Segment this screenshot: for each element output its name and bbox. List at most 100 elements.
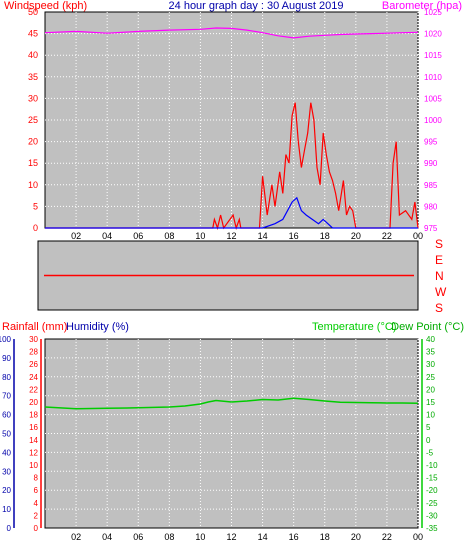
barometer-tick-label: 1025 xyxy=(424,8,442,17)
temperature-tick-label: 25 xyxy=(426,373,435,382)
wind-time-tick-label: 04 xyxy=(102,231,112,241)
rainfall-tick-label: 26 xyxy=(29,360,38,369)
climate-time-tick-label: 12 xyxy=(226,532,236,542)
humidity-tick-label: 70 xyxy=(2,392,11,401)
temperature-tick-label: -10 xyxy=(426,461,438,470)
climate-plot-grid xyxy=(45,339,419,528)
dir-label-e: E xyxy=(435,253,443,267)
rainfall-tick-label: 16 xyxy=(29,423,38,432)
barometer-tick-label: 975 xyxy=(424,224,438,233)
windspeed-tick-label: 35 xyxy=(28,72,38,82)
temperature-axis-label: Temperature (°C) xyxy=(312,321,396,333)
climate-time-tick-label: 18 xyxy=(320,532,330,542)
wind-time-tick-label: 02 xyxy=(71,231,81,241)
rainfall-tick-label: 12 xyxy=(29,448,38,457)
dir-label-w: W xyxy=(435,285,447,299)
rainfall-tick-label: 2 xyxy=(34,511,39,520)
temperature-tick-label: 35 xyxy=(426,348,435,357)
climate-time-tick-label: 04 xyxy=(102,532,112,542)
wind-time-tick-label: 22 xyxy=(382,231,392,241)
humidity-axis-label: Humidity (%) xyxy=(66,321,129,333)
windspeed-tick-label: 20 xyxy=(28,137,38,147)
barometer-line xyxy=(44,27,419,39)
windspeed-ticks: 0 5 10 15 20 25 30 35 40 45 50 xyxy=(28,7,38,233)
humidity-tick-label: 100 xyxy=(0,335,12,344)
wind-plot-grid xyxy=(45,12,419,228)
temperature-line xyxy=(44,397,419,410)
windspeed-tick-label: 5 xyxy=(33,201,38,211)
windspeed-tick-label: 40 xyxy=(28,50,38,60)
temperature-tick-label: -15 xyxy=(426,474,438,483)
rainfall-tick-label: 20 xyxy=(29,398,38,407)
temperature-ticks: -35 -30 -25 -20 -15 -10 -5 0 5 10 15 20 25 30 35 40 xyxy=(426,335,438,533)
rainfall-tick-label: 4 xyxy=(34,499,39,508)
dir-label-s-bottom: S xyxy=(435,301,443,315)
rainfall-tick-label: 8 xyxy=(34,474,39,483)
windspeed-tick-label: 45 xyxy=(28,29,38,39)
temperature-tick-label: 5 xyxy=(426,423,431,432)
wind-time-tick-label: 14 xyxy=(258,231,268,241)
rainfall-tick-label: 18 xyxy=(29,411,38,420)
rainfall-tick-label: 10 xyxy=(29,461,38,470)
windspeed-tick-label: 10 xyxy=(28,180,38,190)
wind-time-tick-label: 12 xyxy=(226,231,236,241)
temperature-tick-label: 10 xyxy=(426,411,435,420)
climate-time-tick-label: 22 xyxy=(382,532,392,542)
climate-time-tick-label: 06 xyxy=(133,532,143,542)
dewpoint-axis-label: Dew Point (°C) xyxy=(391,321,464,333)
temperature-tick-label: 40 xyxy=(426,335,435,344)
wind-time-tick-label: 16 xyxy=(289,231,299,241)
climate-time-tick-label: 14 xyxy=(258,532,268,542)
temperature-tick-label: 15 xyxy=(426,398,435,407)
climate-time-tick-label: 16 xyxy=(289,532,299,542)
barometer-tick-label: 1010 xyxy=(424,73,442,82)
climate-time-ticks: 02 04 06 08 10 12 14 16 18 20 22 00 xyxy=(71,532,423,542)
windspeed-tick-label: 30 xyxy=(28,93,38,103)
rainfall-tick-label: 0 xyxy=(34,524,39,533)
temperature-tick-label: -30 xyxy=(426,511,438,520)
barometer-tick-label: 1015 xyxy=(424,51,442,60)
humidity-tick-label: 50 xyxy=(2,430,11,439)
temperature-tick-label: -35 xyxy=(426,524,438,533)
barometer-tick-label: 990 xyxy=(424,159,438,168)
rainfall-tick-label: 30 xyxy=(29,335,38,344)
barometer-tick-label: 995 xyxy=(424,138,438,147)
climate-time-tick-label: 08 xyxy=(164,532,174,542)
windspeed-tick-label: 50 xyxy=(28,7,38,17)
climate-time-tick-label: 20 xyxy=(351,532,361,542)
barometer-axis-label: Barometer (hpa) xyxy=(382,0,462,12)
rainfall-tick-label: 28 xyxy=(29,348,38,357)
temperature-tick-label: -20 xyxy=(426,486,438,495)
humidity-tick-label: 90 xyxy=(2,354,11,363)
climate-time-tick-label: 00 xyxy=(413,532,423,542)
rainfall-axis-label: Rainfall (mm) xyxy=(2,321,67,333)
wind-time-tick-label: 18 xyxy=(320,231,330,241)
chart-title: 24 hour graph day : 30 August 2019 xyxy=(169,0,344,12)
rainfall-tick-label: 24 xyxy=(29,373,38,382)
climate-time-tick-label: 10 xyxy=(195,532,205,542)
humidity-tick-label: 0 xyxy=(7,524,12,533)
rainfall-tick-label: 14 xyxy=(29,436,38,445)
temperature-tick-label: -25 xyxy=(426,499,438,508)
windspeed-axis-label: Windspeed (kph) xyxy=(4,0,87,12)
temperature-tick-label: 30 xyxy=(426,360,435,369)
humidity-tick-label: 40 xyxy=(2,448,11,457)
barometer-tick-label: 1020 xyxy=(424,30,442,39)
humidity-ticks: 0 10 20 30 40 50 60 70 80 90 100 xyxy=(0,335,12,533)
dir-label-s-top: S xyxy=(435,237,443,251)
wind-time-tick-label: 00 xyxy=(413,231,423,241)
barometer-ticks: 975 980 985 990 995 1000 1005 1010 1015 1020 1025 xyxy=(424,8,442,233)
temperature-tick-label: -5 xyxy=(426,448,434,457)
wind-direction-labels: S E N W S xyxy=(435,237,447,315)
windspeed-tick-label: 0 xyxy=(33,223,38,233)
wind-time-tick-label: 20 xyxy=(351,231,361,241)
humidity-tick-label: 80 xyxy=(2,373,11,382)
barometer-tick-label: 1000 xyxy=(424,116,442,125)
dir-label-n: N xyxy=(435,269,444,283)
wind-gust-line xyxy=(45,196,418,229)
temperature-tick-label: 0 xyxy=(426,436,431,445)
barometer-tick-label: 1005 xyxy=(424,94,442,103)
barometer-tick-label: 985 xyxy=(424,181,438,190)
